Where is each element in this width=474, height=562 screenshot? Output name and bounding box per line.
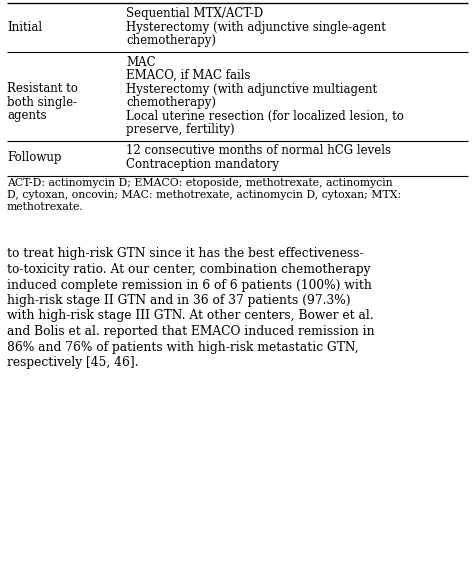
Text: chemotherapy): chemotherapy) [126,34,216,47]
Text: 12 consecutive months of normal hCG levels: 12 consecutive months of normal hCG leve… [126,144,391,157]
Text: induced complete remission in 6 of 6 patients (100%) with: induced complete remission in 6 of 6 pat… [7,279,372,292]
Text: to-toxicity ratio. At our center, combination chemotherapy: to-toxicity ratio. At our center, combin… [7,263,371,276]
Text: high-risk stage II GTN and in 36 of 37 patients (97.3%): high-risk stage II GTN and in 36 of 37 p… [7,294,351,307]
Text: agents: agents [7,110,46,123]
Text: and Bolis et al. reported that EMACO induced remission in: and Bolis et al. reported that EMACO ind… [7,325,374,338]
Text: EMACO, if MAC fails: EMACO, if MAC fails [126,69,250,82]
Text: Local uterine resection (for localized lesion, to: Local uterine resection (for localized l… [126,110,404,123]
Text: Resistant to: Resistant to [7,83,78,96]
Text: 86% and 76% of patients with high-risk metastatic GTN,: 86% and 76% of patients with high-risk m… [7,341,359,353]
Text: Hysterectomy (with adjunctive single-agent: Hysterectomy (with adjunctive single-age… [126,20,386,34]
Text: MAC: MAC [126,56,155,69]
Text: Sequential MTX/ACT-D: Sequential MTX/ACT-D [126,7,263,20]
Text: Followup: Followup [7,152,62,165]
Text: Contraception mandatory: Contraception mandatory [126,158,279,171]
Text: to treat high-risk GTN since it has the best effectiveness-: to treat high-risk GTN since it has the … [7,247,364,261]
Text: respectively [45, 46].: respectively [45, 46]. [7,356,138,369]
Text: ACT-D: actinomycin D; EMACO: etoposide, methotrexate, actinomycin: ACT-D: actinomycin D; EMACO: etoposide, … [7,179,392,188]
Text: with high-risk stage III GTN. At other centers, Bower et al.: with high-risk stage III GTN. At other c… [7,310,374,323]
Text: D, cytoxan, oncovin; MAC: methotrexate, actinomycin D, cytoxan; MTX:: D, cytoxan, oncovin; MAC: methotrexate, … [7,191,401,201]
Text: preserve, fertility): preserve, fertility) [126,123,235,136]
Text: methotrexate.: methotrexate. [7,202,84,212]
Text: chemotherapy): chemotherapy) [126,96,216,109]
Text: both single-: both single- [7,96,77,109]
Text: Hysterectomy (with adjunctive multiagent: Hysterectomy (with adjunctive multiagent [126,83,377,96]
Text: Initial: Initial [7,21,42,34]
